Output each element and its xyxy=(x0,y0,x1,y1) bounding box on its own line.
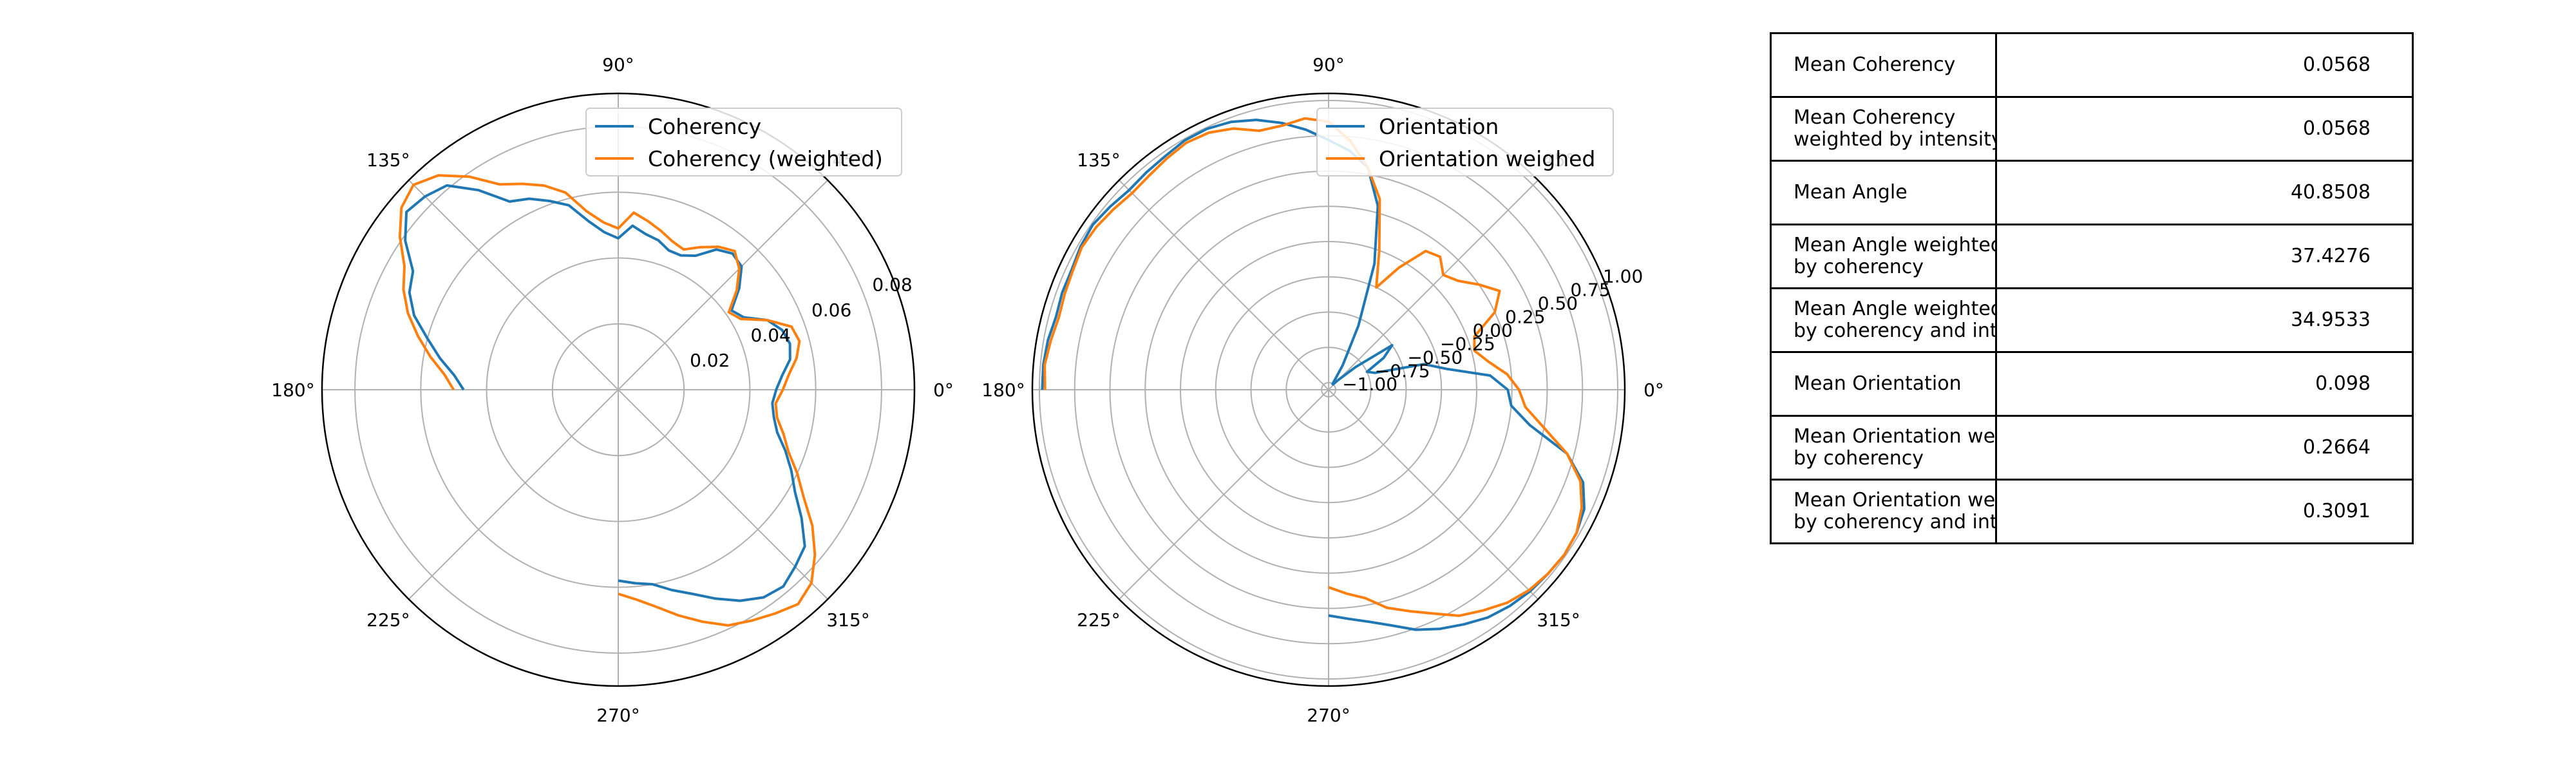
statistics-table: Mean Coherency 0.0568 Mean Coherency weight… xyxy=(1770,32,2414,544)
polar-frame xyxy=(321,92,916,687)
table-label-cell: Mean Angle xyxy=(1770,160,1997,225)
series-line-2 xyxy=(1043,117,1584,617)
table-label-line: Mean Orientation xyxy=(1794,373,1962,395)
legend: Coherency Coherency (weighted) xyxy=(585,108,902,177)
radial-tick-label: −0.75 xyxy=(1375,360,1430,381)
table-label-line: by coherency and intensity xyxy=(1794,320,1994,342)
table-label-cell: Mean Orientation xyxy=(1770,351,1997,417)
angle-tick-label: 315° xyxy=(826,609,869,631)
angular-gridline xyxy=(408,180,619,390)
table-value-cell: 37.4276 xyxy=(1995,224,2414,289)
radial-gridline xyxy=(486,257,751,522)
table-value-cell: 40.8508 xyxy=(1995,160,2414,225)
angle-tick-label: 180° xyxy=(981,379,1025,401)
legend-label: Coherency xyxy=(648,114,761,139)
radial-gridline xyxy=(1144,205,1513,574)
table-value-cell: 0.0568 xyxy=(1995,96,2414,162)
table-label-line: by coherency xyxy=(1794,256,1924,278)
angle-tick-label: 90° xyxy=(602,54,634,75)
table-label-line: Mean Orientation weighted xyxy=(1794,490,1995,511)
radial-tick-label: −0.50 xyxy=(1407,347,1463,368)
table-row: Mean Coherency weighted by intensity 0.056… xyxy=(1770,96,2414,162)
statistics-table-body: Mean Coherency 0.0568 Mean Coherency weight… xyxy=(1770,32,2414,544)
legend: Orientation Orientation weighed xyxy=(1316,108,1614,177)
radial-gridline xyxy=(1215,276,1443,504)
legend-label: Orientation weighed xyxy=(1379,146,1595,171)
angle-tick-label: 0° xyxy=(933,379,954,401)
table-label-cell: Mean Coherency weighted by intensity xyxy=(1770,96,1997,162)
table-label-line: Mean Coherency xyxy=(1794,54,1956,76)
radial-gridline xyxy=(420,191,817,588)
radial-gridline xyxy=(1321,382,1336,397)
radial-tick-label: 0.04 xyxy=(751,325,791,346)
legend-label: Coherency (weighted) xyxy=(648,146,883,171)
angle-tick-label: 180° xyxy=(271,379,314,401)
table-value-cell: 0.098 xyxy=(1995,351,2414,417)
radial-tick-label: 0.06 xyxy=(811,300,851,321)
radial-tick-label: −0.25 xyxy=(1440,333,1495,354)
legend-label: Orientation xyxy=(1379,114,1499,139)
radial-tick-label: 0.25 xyxy=(1505,306,1545,327)
angle-tick-label: 90° xyxy=(1312,54,1345,75)
angle-tick-label: 270° xyxy=(596,705,639,726)
table-label-cell: Mean Coherency xyxy=(1770,32,1997,98)
table-label-line: Mean Angle xyxy=(1794,182,1908,204)
series-line-2 xyxy=(398,174,817,627)
table-row: Mean Angle weighted by coherency 37.4276 xyxy=(1770,224,2414,289)
angular-gridline xyxy=(618,180,828,390)
table-value-cell: 0.0568 xyxy=(1995,32,2414,98)
radial-tick-label: 0.02 xyxy=(690,350,730,371)
angle-tick-label: 135° xyxy=(366,149,410,171)
angle-tick-label: 225° xyxy=(366,609,410,631)
table-value-cell: 0.3091 xyxy=(1995,479,2414,544)
legend-box xyxy=(1316,108,1614,177)
series-line-1 xyxy=(1041,119,1586,631)
angle-tick-label: 225° xyxy=(1077,609,1120,631)
table-label-line: Mean Coherency xyxy=(1794,107,1956,129)
table-row: Mean Coherency 0.0568 xyxy=(1770,32,2414,98)
angular-gridline xyxy=(618,389,828,600)
radial-gridline xyxy=(1180,241,1477,539)
table-label-line: weighted by intensity xyxy=(1794,129,1995,151)
angle-tick-label: 270° xyxy=(1307,705,1350,726)
radial-tick-label: 0.75 xyxy=(1570,280,1610,301)
table-value-cell: 0.2664 xyxy=(1995,415,2414,481)
radial-gridline xyxy=(551,323,685,457)
radial-tick-label: 0.08 xyxy=(872,274,912,296)
angle-tick-label: 315° xyxy=(1537,609,1580,631)
angular-gridline xyxy=(408,389,619,600)
radial-tick-label: 0.00 xyxy=(1473,320,1513,341)
angle-tick-label: 0° xyxy=(1643,379,1664,401)
legend-box xyxy=(585,108,902,177)
table-value-cell: 34.9533 xyxy=(1995,287,2414,353)
table-row: Mean Angle 40.8508 xyxy=(1770,160,2414,225)
table-label-line: Mean Orientation weighted xyxy=(1794,426,1995,448)
coherency-polar-chart: 0°45°90°135°180°225°270°315°0.020.040.06… xyxy=(271,54,954,726)
orientation-polar-chart: 0°45°90°135°180°225°270°315°−1.00−0.75−0… xyxy=(981,54,1664,726)
series-line-1 xyxy=(404,184,806,602)
polar-frame xyxy=(1031,92,1626,687)
radial-tick-label: 1.00 xyxy=(1603,266,1643,287)
radial-gridline xyxy=(1038,99,1619,680)
radial-gridline xyxy=(1285,347,1372,433)
radial-gridline xyxy=(1250,311,1407,468)
table-row: Mean Orientation 0.098 xyxy=(1770,351,2414,417)
table-label-line: by coherency xyxy=(1794,448,1924,470)
table-label-line: by coherency and intensity xyxy=(1794,511,1994,533)
table-label-cell: Mean Angle weighted by coherency xyxy=(1770,224,1997,289)
angle-tick-label: 135° xyxy=(1077,149,1120,171)
table-label-line: Mean Angle weighted xyxy=(1794,234,1995,256)
radial-tick-label: −1.00 xyxy=(1342,374,1397,395)
radial-tick-label: 0.50 xyxy=(1538,292,1578,314)
table-label-line: Mean Angle weighted xyxy=(1794,298,1995,320)
